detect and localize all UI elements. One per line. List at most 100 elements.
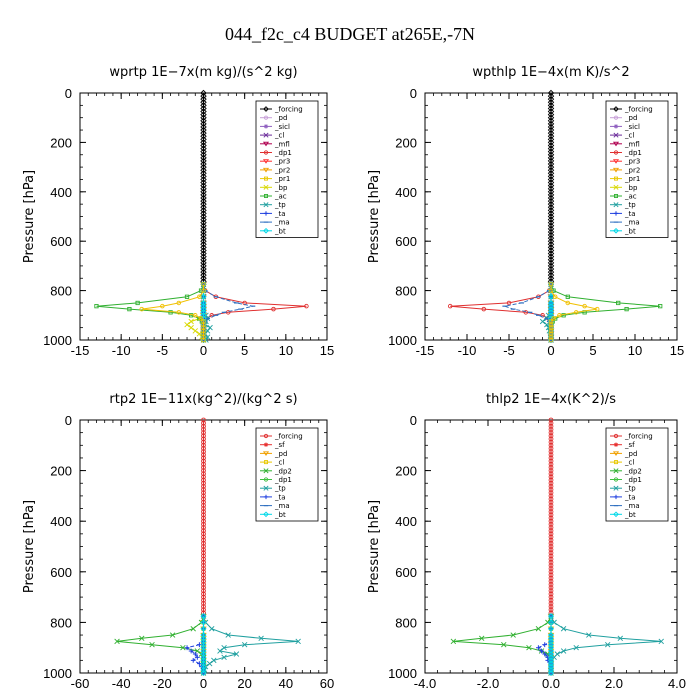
- data-point: [548, 322, 554, 327]
- data-point: [565, 300, 571, 306]
- data-point: [221, 654, 227, 661]
- x-tick-label: 10: [279, 343, 293, 358]
- y-axis-label: Pressure [hPa]: [22, 170, 37, 263]
- data-point: [194, 654, 200, 660]
- data-point: [207, 324, 213, 331]
- legend-marker: [613, 150, 619, 155]
- series-tp: [200, 613, 301, 676]
- x-tick-label: 0: [200, 343, 207, 358]
- x-tick-label: -60: [71, 676, 90, 691]
- data-point: [221, 644, 227, 651]
- y-tick-label: 800: [50, 284, 72, 299]
- data-point: [547, 644, 555, 651]
- legend-entry: _bt: [274, 511, 286, 519]
- legend-entry: _pr1: [274, 175, 290, 183]
- x-tick-label: -15: [71, 343, 90, 358]
- legend-marker: [613, 132, 619, 138]
- panel-title: wprtp 1E−7x(m kg)/(s^2 kg): [109, 65, 297, 80]
- data-point: [241, 641, 248, 648]
- legend-entry: _dp1: [274, 149, 292, 157]
- data-point: [547, 669, 555, 677]
- data-point: [201, 334, 206, 340]
- x-tick-label: -20: [153, 676, 172, 691]
- x-tick-label: 0: [200, 676, 207, 691]
- data-point: [478, 635, 485, 642]
- legend-marker: [613, 106, 619, 112]
- legend-entry: _pd: [624, 114, 637, 122]
- y-tick-label: 1000: [43, 666, 72, 681]
- legend-entry: _ta: [274, 493, 286, 501]
- data-point: [565, 294, 570, 299]
- x-tick-label: -15: [416, 343, 435, 358]
- x-tick-label: -5: [157, 343, 169, 358]
- legend-entry: _pr3: [624, 158, 640, 166]
- data-point: [209, 626, 215, 632]
- data-point: [200, 613, 207, 620]
- y-axis-label: Pressure [hPa]: [367, 500, 382, 593]
- legend-entry: _ta: [624, 210, 636, 218]
- data-point: [547, 293, 555, 300]
- legend-marker: [262, 451, 270, 456]
- data-point: [481, 306, 487, 312]
- legend-entry: _dp2: [274, 467, 292, 475]
- legend-entry: _pr2: [624, 166, 640, 174]
- data-point: [193, 313, 198, 318]
- y-tick-label: 200: [395, 464, 417, 479]
- data-point: [200, 650, 207, 658]
- legend-marker: [263, 511, 269, 518]
- x-tick-label: 4.0: [668, 676, 686, 691]
- legend-marker: [262, 141, 270, 147]
- data-point: [169, 632, 176, 638]
- data-point: [658, 304, 663, 309]
- legend-entry: _ma: [624, 219, 640, 227]
- legend-marker: [263, 150, 269, 155]
- legend-entry: _cl: [274, 132, 284, 140]
- legend-entry: _ta: [624, 493, 636, 501]
- x-tick-label: -4.0: [414, 676, 436, 691]
- data-point: [510, 632, 516, 638]
- legend: _forcing_sf_pd_cl_dp2_dp1_tp_ta_ma_bt: [255, 427, 319, 522]
- data-point: [616, 300, 621, 306]
- x-tick-label: -5: [503, 343, 515, 358]
- data-point: [560, 626, 567, 632]
- legend-marker: [613, 494, 619, 500]
- legend-marker: [613, 124, 619, 129]
- data-point: [542, 651, 548, 657]
- x-tick-label: -2.0: [477, 676, 499, 691]
- data-point: [184, 321, 190, 328]
- y-tick-label: 600: [50, 565, 72, 580]
- x-tick-label: 2.0: [605, 676, 623, 691]
- legend-entry: _forcing: [624, 106, 653, 114]
- data-point: [211, 657, 217, 664]
- legend-marker: [613, 468, 619, 474]
- y-tick-label: 800: [395, 284, 417, 299]
- y-tick-label: 0: [65, 86, 72, 101]
- data-point: [557, 313, 562, 318]
- series-bt: [200, 613, 207, 677]
- data-point: [551, 619, 557, 626]
- x-tick-label: 10: [628, 343, 642, 358]
- data-point: [547, 663, 555, 670]
- legend-marker: [263, 184, 269, 190]
- series-line: [116, 615, 204, 673]
- legend-entry: _dp1: [624, 149, 642, 157]
- data-point: [548, 337, 554, 343]
- data-point: [547, 306, 555, 313]
- data-point: [201, 282, 206, 287]
- legend-marker: [613, 442, 619, 447]
- y-tick-label: 1000: [388, 333, 417, 348]
- series-unlabeled: [548, 282, 600, 343]
- data-point: [139, 306, 144, 312]
- legend-marker: [263, 494, 269, 500]
- series-line: [203, 284, 307, 340]
- y-tick-label: 600: [395, 234, 417, 249]
- series-dp2: [114, 613, 207, 676]
- legend-marker: [613, 433, 619, 439]
- data-point: [450, 638, 457, 645]
- data-point: [206, 660, 213, 667]
- data-point: [547, 309, 555, 316]
- data-point: [192, 328, 198, 334]
- legend-entry: _bt: [624, 511, 636, 519]
- data-point: [547, 638, 555, 645]
- data-point: [200, 293, 207, 300]
